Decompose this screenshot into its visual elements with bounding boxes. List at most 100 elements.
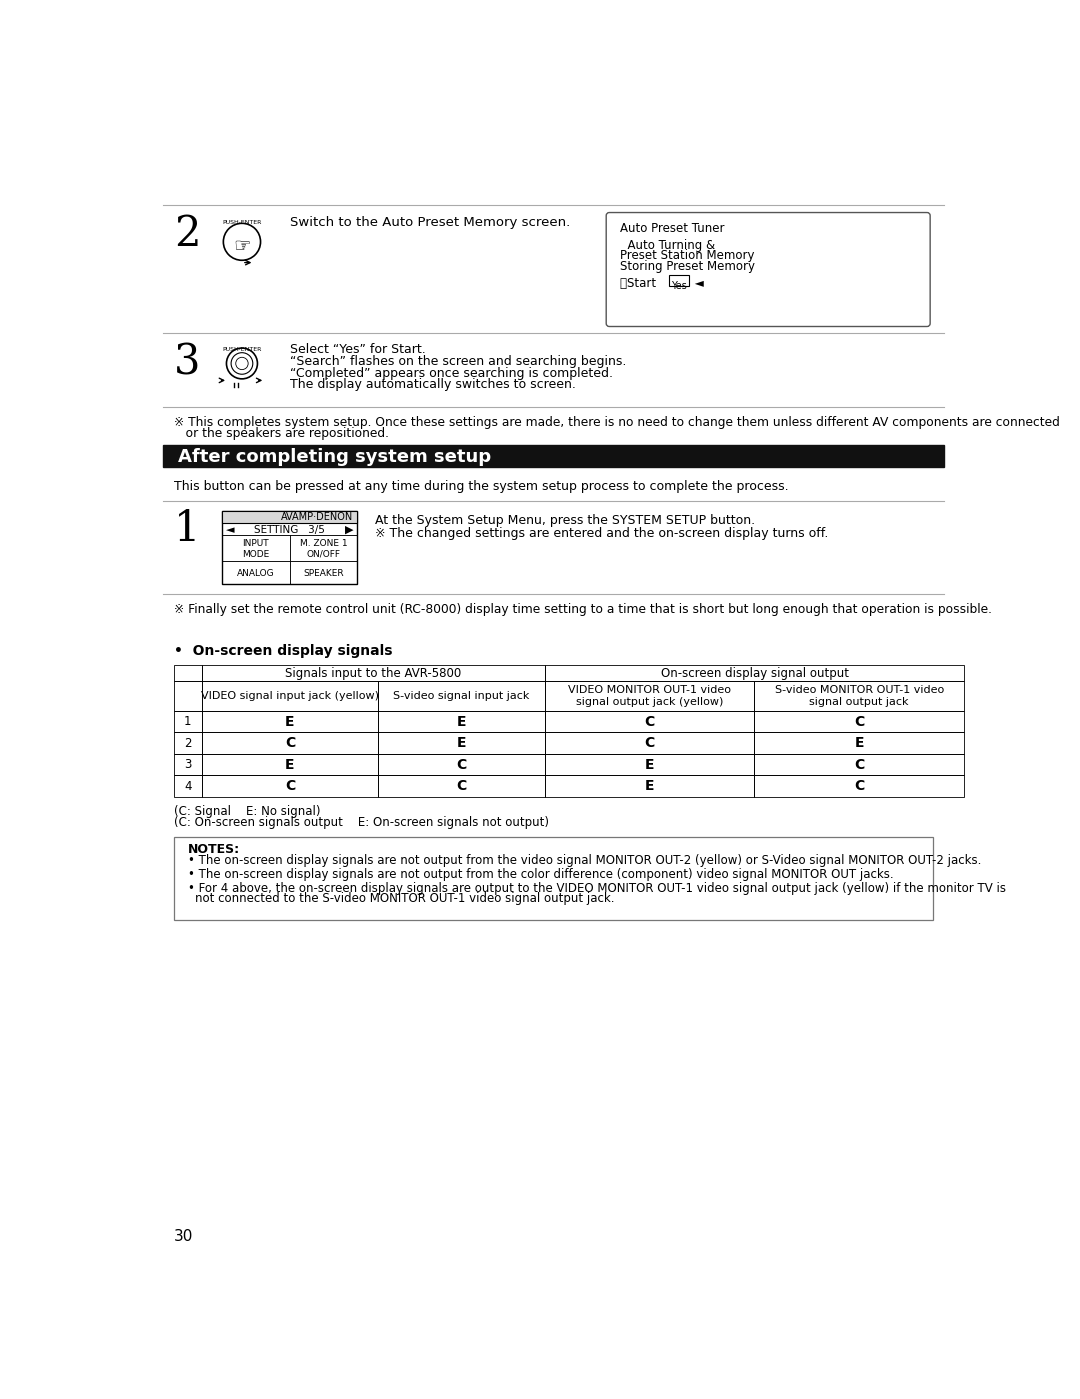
Bar bbox=[378, 711, 545, 732]
Bar bbox=[174, 732, 202, 754]
Text: AVAMP·DENON: AVAMP·DENON bbox=[281, 512, 353, 522]
Text: or the speakers are repositioned.: or the speakers are repositioned. bbox=[174, 427, 389, 441]
Text: 3: 3 bbox=[174, 341, 200, 383]
Bar bbox=[754, 754, 964, 775]
Text: (C: Signal    E: No signal): (C: Signal E: No signal) bbox=[174, 804, 321, 817]
FancyBboxPatch shape bbox=[669, 276, 689, 287]
Bar bbox=[378, 775, 545, 797]
Text: E: E bbox=[285, 758, 295, 772]
Text: E: E bbox=[285, 715, 295, 729]
Text: ◄: ◄ bbox=[226, 525, 234, 534]
Text: 2: 2 bbox=[174, 213, 201, 255]
Text: C: C bbox=[854, 758, 864, 772]
Bar bbox=[545, 711, 754, 732]
Bar bbox=[221, 523, 357, 536]
Text: ⎗Start: ⎗Start bbox=[620, 277, 664, 290]
Text: 30: 30 bbox=[174, 1228, 193, 1244]
Bar bbox=[174, 837, 933, 921]
Text: 3: 3 bbox=[184, 758, 191, 771]
Bar bbox=[754, 711, 964, 732]
Text: ※ The changed settings are entered and the on-screen display turns off.: ※ The changed settings are entered and t… bbox=[375, 527, 828, 540]
Text: 1: 1 bbox=[184, 715, 191, 727]
Text: Select “Yes” for Start.: Select “Yes” for Start. bbox=[291, 343, 426, 357]
Text: The display automatically switches to screen.: The display automatically switches to sc… bbox=[291, 378, 576, 392]
Bar bbox=[221, 561, 289, 583]
Text: ※ Finally set the remote control unit (RC-8000) display time setting to a time t: ※ Finally set the remote control unit (R… bbox=[174, 603, 991, 616]
Text: At the System Setup Menu, press the SYSTEM SETUP button.: At the System Setup Menu, press the SYST… bbox=[375, 515, 755, 527]
Text: ◄: ◄ bbox=[691, 277, 703, 290]
Bar bbox=[202, 711, 378, 732]
Text: C: C bbox=[285, 736, 295, 750]
Text: C: C bbox=[457, 779, 467, 793]
Bar bbox=[378, 732, 545, 754]
Text: C: C bbox=[457, 758, 467, 772]
Text: C: C bbox=[854, 715, 864, 729]
Bar bbox=[174, 665, 202, 681]
Bar bbox=[545, 681, 754, 711]
Bar bbox=[174, 681, 202, 711]
Bar bbox=[174, 775, 202, 797]
Bar bbox=[545, 665, 964, 681]
Text: (C: On-screen signals output    E: On-screen signals not output): (C: On-screen signals output E: On-scree… bbox=[174, 816, 549, 830]
Text: “Search” flashes on the screen and searching begins.: “Search” flashes on the screen and searc… bbox=[291, 355, 626, 368]
Text: E: E bbox=[457, 736, 467, 750]
Text: INPUT
MODE: INPUT MODE bbox=[242, 540, 269, 558]
Bar bbox=[163, 445, 944, 467]
Bar bbox=[545, 775, 754, 797]
Text: Signals input to the AVR-5800: Signals input to the AVR-5800 bbox=[285, 666, 461, 680]
Text: ※ This completes system setup. Once these settings are made, there is no need to: ※ This completes system setup. Once thes… bbox=[174, 416, 1059, 429]
Text: Preset Station Memory: Preset Station Memory bbox=[620, 249, 755, 263]
Bar bbox=[754, 775, 964, 797]
Text: 2: 2 bbox=[184, 736, 191, 750]
Text: Yes: Yes bbox=[671, 281, 687, 291]
Text: Auto Turning &: Auto Turning & bbox=[620, 239, 715, 252]
Text: C: C bbox=[285, 779, 295, 793]
Text: C: C bbox=[854, 779, 864, 793]
Text: E: E bbox=[854, 736, 864, 750]
Text: “Completed” appears once searching is completed.: “Completed” appears once searching is co… bbox=[291, 367, 613, 379]
Bar bbox=[754, 681, 964, 711]
Bar bbox=[545, 732, 754, 754]
Bar bbox=[754, 732, 964, 754]
Bar bbox=[202, 681, 378, 711]
Text: ☞: ☞ bbox=[233, 238, 251, 256]
Text: On-screen display signal output: On-screen display signal output bbox=[661, 666, 849, 680]
Bar bbox=[202, 754, 378, 775]
Bar bbox=[174, 754, 202, 775]
Text: •  On-screen display signals: • On-screen display signals bbox=[174, 644, 392, 658]
Bar bbox=[202, 732, 378, 754]
Bar bbox=[221, 536, 289, 561]
Text: PUSH·ENTER: PUSH·ENTER bbox=[222, 347, 261, 351]
Bar bbox=[378, 754, 545, 775]
Text: • The on-screen display signals are not output from the color difference (compon: • The on-screen display signals are not … bbox=[188, 867, 893, 881]
Text: Switch to the Auto Preset Memory screen.: Switch to the Auto Preset Memory screen. bbox=[291, 215, 570, 228]
Text: ▶: ▶ bbox=[345, 525, 353, 534]
Bar bbox=[378, 681, 545, 711]
Text: VIDEO MONITOR OUT-1 video
signal output jack (yellow): VIDEO MONITOR OUT-1 video signal output … bbox=[568, 686, 731, 706]
Text: VIDEO signal input jack (yellow): VIDEO signal input jack (yellow) bbox=[201, 691, 379, 701]
Text: S-video signal input jack: S-video signal input jack bbox=[393, 691, 530, 701]
Text: Auto Preset Tuner: Auto Preset Tuner bbox=[620, 222, 725, 235]
Text: 4: 4 bbox=[184, 779, 191, 793]
Text: NOTES:: NOTES: bbox=[188, 844, 240, 856]
Text: not connected to the S-video MONITOR OUT-1 video signal output jack.: not connected to the S-video MONITOR OUT… bbox=[195, 893, 615, 905]
Text: Storing Preset Memory: Storing Preset Memory bbox=[620, 260, 755, 273]
Text: C: C bbox=[645, 715, 654, 729]
Text: 1: 1 bbox=[174, 508, 200, 550]
Bar bbox=[289, 536, 357, 561]
Text: ANALOG: ANALOG bbox=[237, 569, 274, 578]
FancyBboxPatch shape bbox=[606, 213, 930, 326]
Bar bbox=[221, 511, 357, 523]
Text: • For 4 above, the on-screen display signals are output to the VIDEO MONITOR OUT: • For 4 above, the on-screen display sig… bbox=[188, 881, 1005, 895]
Bar bbox=[545, 754, 754, 775]
Text: E: E bbox=[645, 758, 654, 772]
Text: S-video MONITOR OUT-1 video
signal output jack: S-video MONITOR OUT-1 video signal outpu… bbox=[774, 686, 944, 706]
Text: This button can be pressed at any time during the system setup process to comple: This button can be pressed at any time d… bbox=[174, 480, 788, 492]
Text: PUSH·ENTER: PUSH·ENTER bbox=[222, 220, 261, 225]
Text: SPEAKER: SPEAKER bbox=[303, 569, 343, 578]
Text: E: E bbox=[645, 779, 654, 793]
Bar bbox=[289, 561, 357, 583]
Text: M. ZONE 1
ON/OFF: M. ZONE 1 ON/OFF bbox=[300, 540, 348, 558]
Text: C: C bbox=[645, 736, 654, 750]
Text: E: E bbox=[457, 715, 467, 729]
